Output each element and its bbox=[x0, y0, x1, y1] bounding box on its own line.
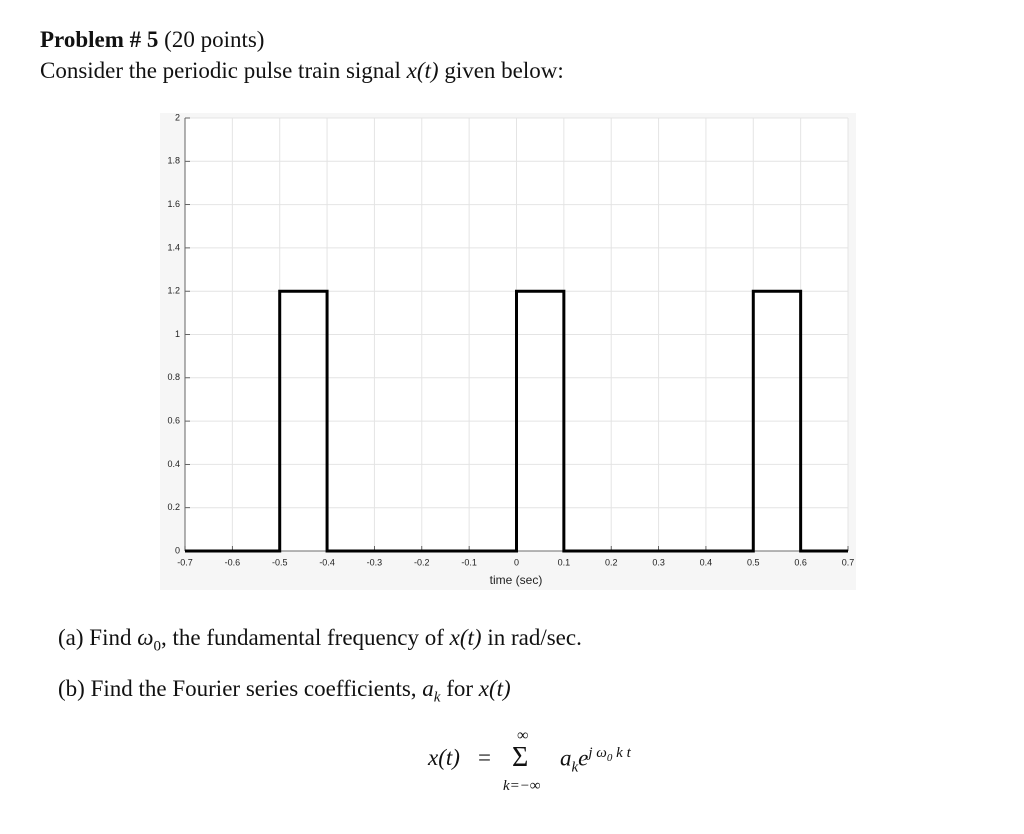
sum-sign: Σ bbox=[512, 742, 529, 773]
y-tick-label: 1.6 bbox=[167, 199, 180, 209]
exponential-base: e bbox=[578, 745, 589, 771]
y-tick-label: 1.2 bbox=[167, 286, 180, 296]
y-tick-label: 0.2 bbox=[167, 502, 180, 512]
question-text: for bbox=[440, 676, 479, 701]
question-b: (b) Find the Fourier series coefficients… bbox=[58, 676, 511, 707]
problem-heading: Problem # 5 (20 points) bbox=[40, 27, 264, 53]
x-tick-label: 0.6 bbox=[794, 557, 807, 567]
x-axis-label: time (sec) bbox=[490, 573, 543, 587]
y-tick-label: 1.4 bbox=[167, 242, 180, 252]
x-tick-label: -0.5 bbox=[272, 557, 288, 567]
y-tick-label: 1.8 bbox=[167, 156, 180, 166]
x-tick-label: 0.7 bbox=[842, 557, 855, 567]
question-a: (a) Find ω0, the fundamental frequency o… bbox=[58, 625, 582, 656]
question-text: Find the Fourier series coefficients, bbox=[84, 676, 423, 701]
exponent-subscript: 0 bbox=[606, 752, 613, 764]
equation-lhs: x(t) bbox=[428, 745, 460, 770]
question-math: x(t) bbox=[449, 625, 482, 650]
y-tick-label: 2 bbox=[175, 112, 180, 122]
question-text: , the fundamental frequency of bbox=[160, 625, 450, 650]
problem-title: Problem # 5 bbox=[40, 27, 159, 52]
y-tick-label: 0.4 bbox=[167, 459, 180, 469]
equation-equals: = bbox=[478, 745, 491, 770]
question-label: (a) bbox=[58, 625, 84, 650]
x-tick-label: -0.2 bbox=[414, 557, 430, 567]
question-math: x(t) bbox=[478, 676, 511, 701]
question-symbol: a bbox=[422, 676, 434, 701]
signal-line bbox=[185, 289, 848, 553]
problem-points: (20 points) bbox=[164, 27, 265, 52]
x-tick-label: -0.1 bbox=[461, 557, 477, 567]
x-tick-label: 0 bbox=[514, 557, 519, 567]
x-tick-label: 0.2 bbox=[605, 557, 618, 567]
question-symbol: ω bbox=[137, 625, 154, 650]
x-tick-label: -0.4 bbox=[319, 557, 335, 567]
intro-math: x(t) bbox=[406, 58, 439, 83]
x-tick-label: -0.3 bbox=[367, 557, 383, 567]
y-tick-label: 0.6 bbox=[167, 415, 180, 425]
exponent-text: j ω bbox=[588, 745, 607, 761]
sum-lower: k=−∞ bbox=[503, 778, 541, 794]
intro-text: Consider the periodic pulse train signal bbox=[40, 58, 407, 83]
question-subscript: k bbox=[433, 689, 441, 706]
question-text: Find bbox=[83, 625, 138, 650]
x-tick-label: 0.1 bbox=[558, 557, 571, 567]
coefficient-subscript: k bbox=[571, 759, 579, 776]
question-subscript: 0 bbox=[153, 638, 161, 655]
y-tick-label: 1 bbox=[175, 329, 180, 339]
chart: time (sec) 0 0.2 0.4 0.6 0.8 1 1.2 1.4 1.6 1.8 2 -0… bbox=[167, 112, 855, 588]
sum-upper: ∞ bbox=[517, 727, 529, 744]
question-text: in rad/sec. bbox=[481, 625, 582, 650]
equation-rhs: akej ω0 k t bbox=[560, 745, 631, 776]
intro-text: given below: bbox=[438, 58, 564, 83]
x-tick-label: 0.4 bbox=[700, 557, 713, 567]
x-tick-label: 0.3 bbox=[652, 557, 665, 567]
intro: Consider the periodic pulse train signal… bbox=[40, 58, 564, 84]
y-tick-label: 0 bbox=[175, 545, 180, 555]
question-label: (b) bbox=[58, 676, 85, 701]
exponent-text: k t bbox=[612, 745, 631, 761]
x-tick-label: -0.6 bbox=[225, 557, 241, 567]
y-tick-label: 0.8 bbox=[167, 372, 180, 382]
x-tick-label: -0.7 bbox=[177, 557, 193, 567]
x-tick-label: 0.5 bbox=[747, 557, 760, 567]
exponent: j ω0 k t bbox=[588, 745, 631, 764]
coefficient: a bbox=[560, 745, 572, 771]
